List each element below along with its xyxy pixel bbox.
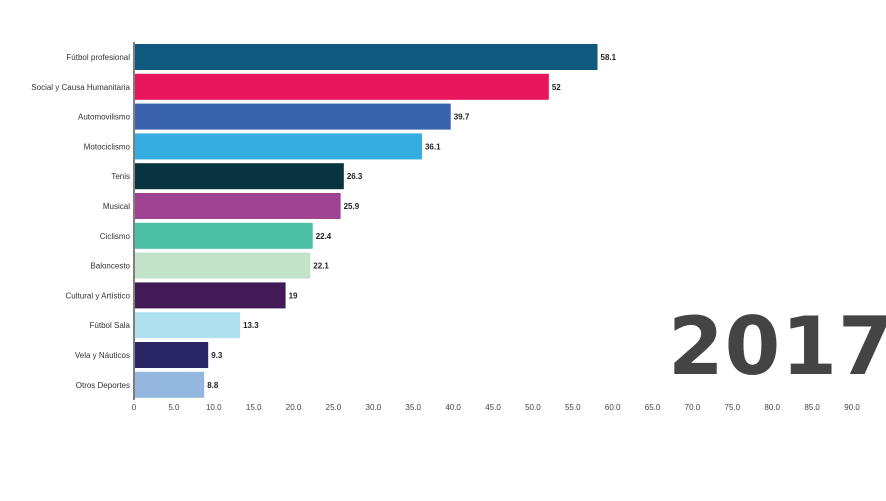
category-label: Social y Causa Humanitaria	[31, 83, 130, 92]
category-label: Motociclismo	[84, 142, 131, 151]
x-tick-label: 40.0	[445, 403, 461, 412]
category-label: Otros Deportes	[76, 381, 130, 390]
category-label: Cultural y Artístico	[66, 291, 131, 300]
bar	[135, 252, 311, 279]
value-label: 8.8	[207, 381, 219, 390]
value-label: 52	[552, 83, 561, 92]
value-label: 39.7	[454, 113, 470, 122]
x-tick-label: 60.0	[605, 403, 621, 412]
bar	[135, 371, 205, 398]
category-label: Vela y Náuticos	[75, 351, 130, 360]
x-tick-label: 70.0	[685, 403, 701, 412]
x-tick-label: 15.0	[246, 403, 262, 412]
bar	[135, 193, 341, 219]
category-label: Fútbol profesional	[66, 53, 130, 62]
category-label: Fútbol Sala	[90, 321, 131, 330]
x-tick-label: 90.0	[844, 403, 860, 412]
value-label: 36.1	[425, 142, 441, 151]
category-label: Tenis	[111, 172, 130, 181]
x-tick-label: 5.0	[168, 403, 180, 412]
category-label: Musical	[103, 202, 130, 211]
value-label: 22.4	[316, 232, 332, 241]
x-tick-label: 65.0	[645, 403, 661, 412]
x-tick-label: 75.0	[725, 403, 741, 412]
value-label: 9.3	[211, 351, 223, 360]
value-label: 19	[289, 291, 298, 300]
x-tick-label: 30.0	[366, 403, 382, 412]
bar	[135, 73, 549, 100]
value-label: 26.3	[347, 172, 363, 181]
bar	[135, 133, 422, 160]
x-tick-label: 50.0	[525, 403, 541, 412]
value-label: 25.9	[344, 202, 360, 211]
value-label: 13.3	[243, 321, 259, 330]
x-tick-label: 35.0	[405, 403, 421, 412]
bar	[135, 282, 286, 309]
value-label: 22.1	[313, 262, 329, 271]
bar	[135, 222, 313, 249]
value-label: 58.1	[601, 53, 617, 62]
x-tick-label: 80.0	[764, 403, 780, 412]
category-label: Baloncesto	[90, 262, 130, 271]
x-tick-label: 25.0	[326, 403, 342, 412]
year-label: 2017	[668, 300, 886, 393]
x-tick-label: 85.0	[804, 403, 820, 412]
x-tick-label: 10.0	[206, 403, 222, 412]
x-tick-label: 20.0	[286, 403, 302, 412]
bar	[135, 103, 451, 130]
x-tick-label: 55.0	[565, 403, 581, 412]
bar	[135, 312, 241, 339]
bar	[135, 44, 598, 70]
x-tick-label: 0	[132, 403, 137, 412]
category-label: Automovilismo	[78, 113, 131, 122]
bar	[135, 163, 344, 190]
x-tick-label: 45.0	[485, 403, 501, 412]
category-label: Ciclismo	[100, 232, 131, 241]
bar	[135, 342, 209, 368]
